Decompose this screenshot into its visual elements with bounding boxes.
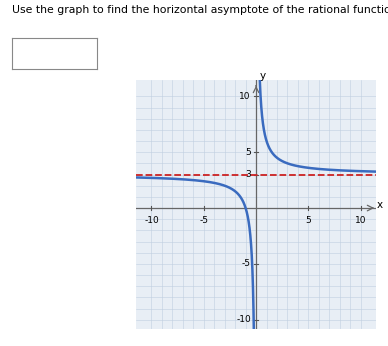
Text: 10: 10 (355, 216, 366, 225)
Text: y: y (259, 71, 265, 81)
Text: -10: -10 (236, 315, 251, 324)
Text: 3: 3 (245, 170, 251, 179)
Text: x: x (376, 200, 383, 210)
Text: Use the graph to find the horizontal asymptote of the rational function.: Use the graph to find the horizontal asy… (12, 5, 388, 15)
Text: 5: 5 (245, 148, 251, 157)
Text: 5: 5 (305, 216, 311, 225)
Text: 10: 10 (239, 92, 251, 101)
Text: -5: -5 (199, 216, 208, 225)
Text: -10: -10 (144, 216, 159, 225)
Text: -5: -5 (242, 260, 251, 268)
